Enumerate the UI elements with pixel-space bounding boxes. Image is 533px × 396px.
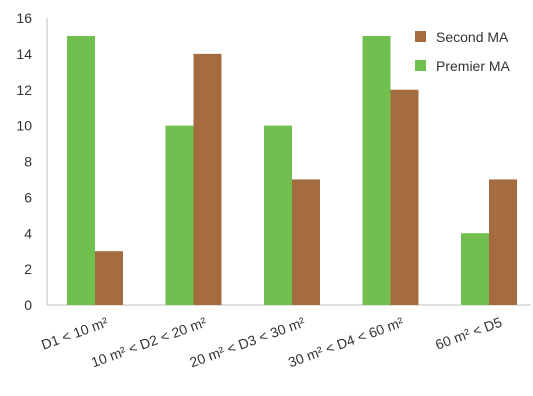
bar-second-ma	[489, 179, 517, 305]
bar-second-ma	[390, 89, 419, 305]
y-tick-label: 14	[16, 46, 32, 62]
bar-premier-ma	[264, 125, 292, 305]
legend-label: Second MA	[436, 29, 509, 45]
y-tick-label: 10	[16, 118, 32, 134]
bar-second-ma	[292, 179, 320, 305]
legend: Second MA Premier MA	[415, 29, 511, 74]
y-tick-labels: 0 2 4 6 8 10 12 14 16	[16, 10, 32, 313]
legend-label: Premier MA	[436, 58, 511, 74]
x-category-label: 60 m² < D5	[433, 314, 504, 353]
y-tick-label: 4	[24, 225, 32, 241]
x-category-label: D1 < 10 m²	[39, 314, 110, 353]
legend-swatch	[415, 60, 426, 71]
y-tick-label: 2	[24, 261, 32, 277]
bar-premier-ma	[165, 125, 194, 305]
bar-second-ma	[193, 53, 222, 305]
y-tick-label: 12	[16, 82, 32, 98]
y-tick-label: 16	[16, 10, 32, 26]
bar-second-ma	[95, 251, 123, 305]
bars	[67, 35, 517, 305]
y-tick-label: 0	[24, 297, 32, 313]
bar-premier-ma	[461, 233, 489, 305]
legend-swatch	[415, 31, 426, 42]
bar-premier-ma	[362, 35, 391, 305]
bar-premier-ma	[67, 35, 95, 305]
y-tick-label: 8	[24, 154, 32, 170]
y-tick-label: 6	[24, 189, 32, 205]
